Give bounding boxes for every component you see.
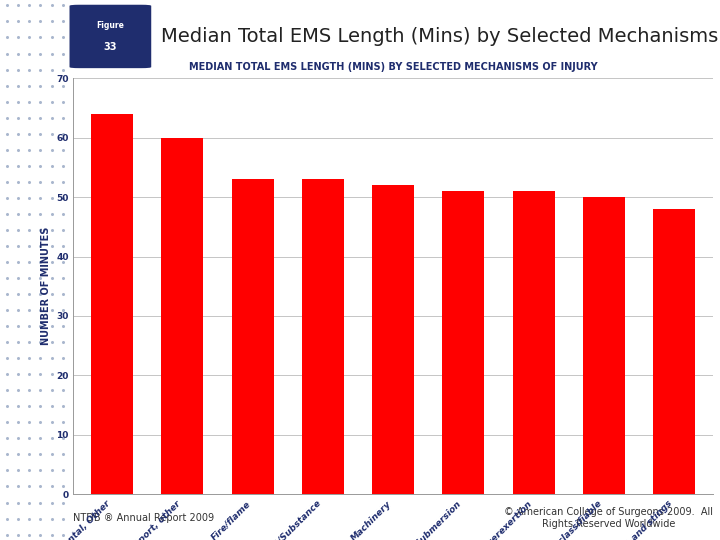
FancyBboxPatch shape — [70, 5, 151, 68]
Bar — [372, 185, 414, 494]
Bar — [302, 179, 344, 494]
Text: NTDB ® Annual Report 2009: NTDB ® Annual Report 2009 — [73, 512, 214, 523]
Bar — [161, 138, 204, 494]
Bar — [442, 191, 485, 494]
Bar — [513, 191, 554, 494]
Text: © American College of Surgeons 2009.  All
Rights Reserved Worldwide: © American College of Surgeons 2009. All… — [505, 507, 714, 529]
Bar — [582, 197, 625, 494]
Title: MEDIAN TOTAL EMS LENGTH (MINS) BY SELECTED MECHANISMS OF INJURY: MEDIAN TOTAL EMS LENGTH (MINS) BY SELECT… — [189, 62, 598, 72]
Text: Figure: Figure — [96, 21, 125, 30]
Text: 33: 33 — [104, 43, 117, 52]
Bar — [91, 114, 133, 494]
Text: Median Total EMS Length (Mins) by Selected Mechanisms of Injury: Median Total EMS Length (Mins) by Select… — [161, 27, 720, 46]
Bar — [232, 179, 274, 494]
Bar — [653, 209, 696, 494]
Y-axis label: NUMBER OF MINUTES: NUMBER OF MINUTES — [40, 227, 50, 346]
